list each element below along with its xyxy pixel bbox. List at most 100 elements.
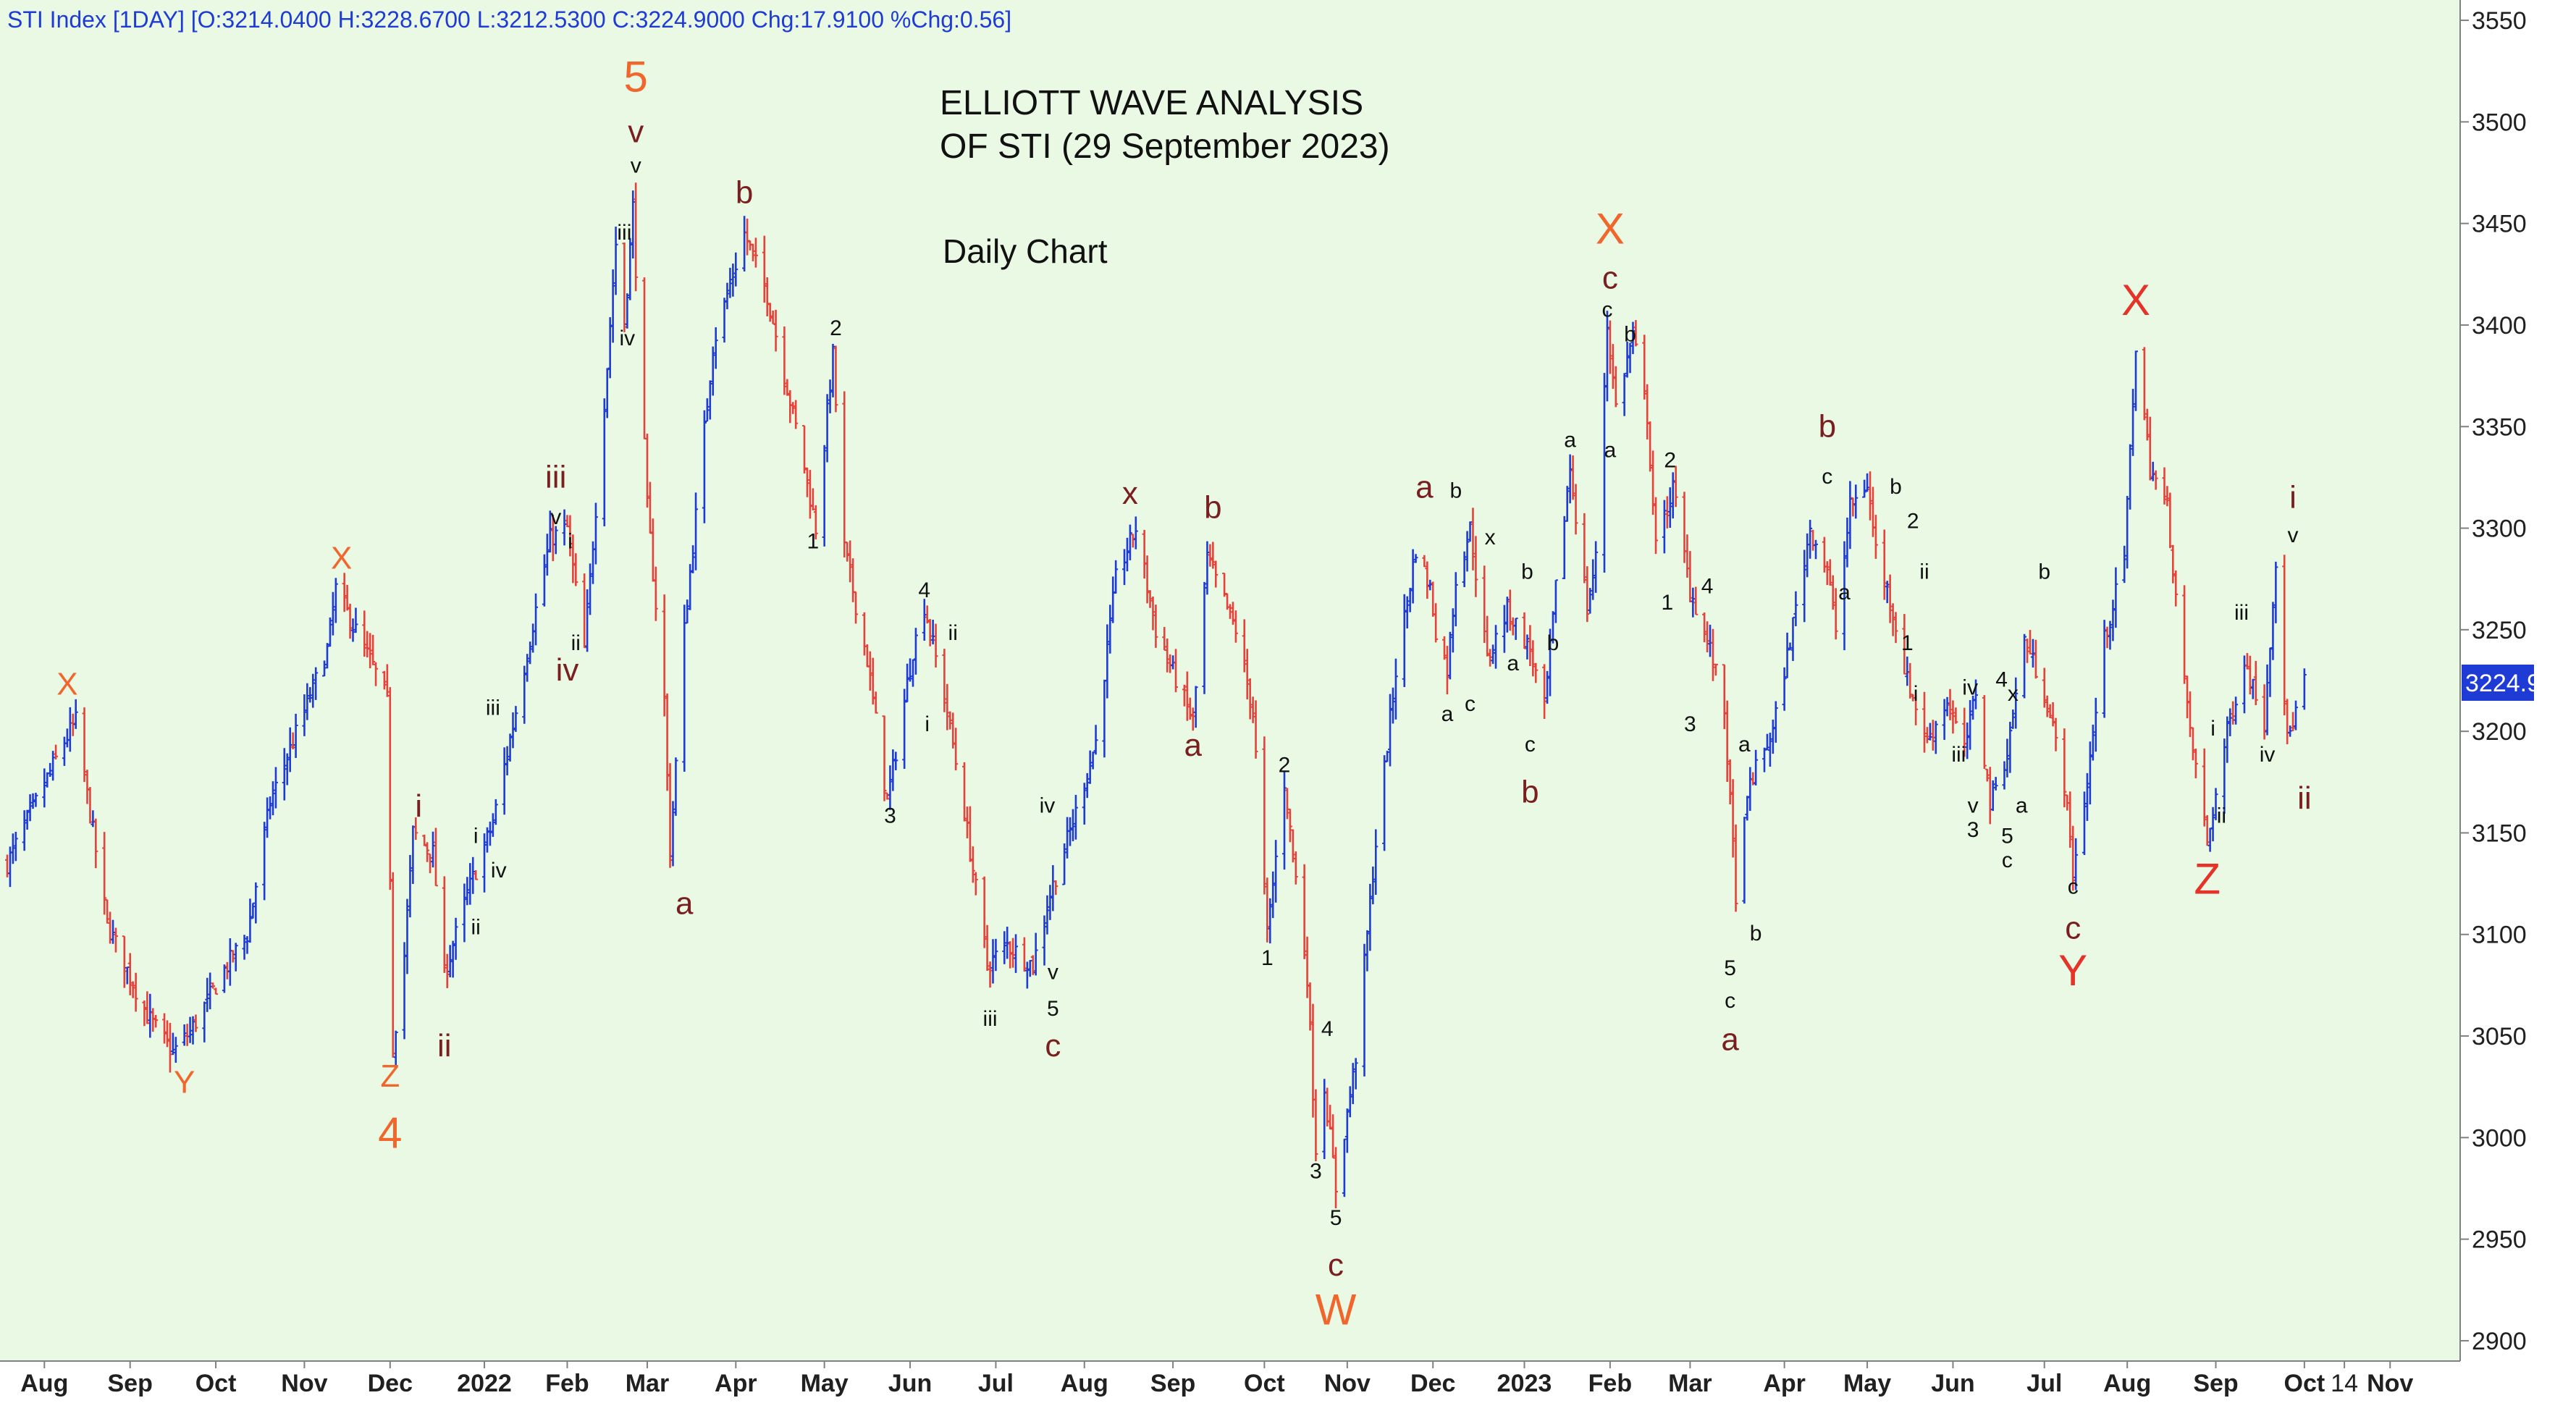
ohlc-bar xyxy=(1262,736,1267,895)
date-tick-label: Dec xyxy=(368,1370,413,1397)
ohlc-bar xyxy=(644,433,649,508)
ohlc-bar xyxy=(525,654,530,682)
ohlc-bar xyxy=(205,977,210,1012)
ohlc-bar xyxy=(707,380,712,420)
ohlc-bar xyxy=(893,751,898,770)
ohlc-bar xyxy=(1742,817,1747,904)
ohlc-bar xyxy=(685,599,690,624)
ohlc-bar xyxy=(613,226,618,295)
ohlc-bar xyxy=(1945,696,1950,717)
ohlc-bar xyxy=(111,919,116,944)
ohlc-bar xyxy=(1444,646,1449,695)
ohlc-bar xyxy=(1153,605,1158,648)
ohlc-bar xyxy=(1468,521,1473,542)
date-tick-label: Apr xyxy=(1763,1370,1806,1397)
ohlc-bar xyxy=(167,1022,172,1073)
wave-label: ii xyxy=(1919,560,1929,584)
date-tick-label: Mar xyxy=(1668,1370,1712,1397)
ohlc-bar xyxy=(1127,524,1132,560)
ohlc-bar xyxy=(1293,851,1298,885)
wave-label: X xyxy=(1596,205,1625,253)
ohlc-bar xyxy=(2071,825,2076,891)
wave-label: a xyxy=(1507,652,1519,675)
ohlc-bar xyxy=(1570,455,1575,500)
ohlc-bar xyxy=(1610,344,1615,389)
ohlc-bar xyxy=(2185,675,2190,719)
ohlc-bar xyxy=(925,605,930,624)
ohlc-bar xyxy=(308,687,313,703)
date-tick-label: May xyxy=(801,1370,849,1397)
ohlc-bar xyxy=(2008,721,2013,773)
ohlc-bar xyxy=(333,578,338,623)
ohlc-bar xyxy=(2244,653,2249,670)
ohlc-bar xyxy=(854,591,859,624)
ohlc-bar xyxy=(422,834,427,846)
ohlc-bar xyxy=(568,515,573,557)
ohlc-bar xyxy=(2093,697,2098,752)
ohlc-bar xyxy=(350,618,355,642)
ohlc-bar xyxy=(1908,662,1913,699)
ohlc-bar xyxy=(822,445,827,547)
ohlc-bar xyxy=(2050,702,2055,727)
ohlc-bar xyxy=(1302,864,1307,959)
ohlc-bar xyxy=(964,806,969,839)
ohlc-bar xyxy=(2062,728,2067,808)
ohlc-bar xyxy=(91,810,96,827)
ohlc-bar xyxy=(151,1008,156,1032)
ohlc-bar xyxy=(534,593,539,646)
ohlc-bar xyxy=(1868,471,1873,521)
ohlc-bar xyxy=(1702,612,1707,643)
ohlc-bar xyxy=(327,617,332,647)
ohlc-bar xyxy=(1573,484,1578,535)
ohlc-bar xyxy=(782,326,787,395)
ohlc-bar xyxy=(1473,536,1478,597)
price-axis: 3550 3500 3450 3400 3350 3300 3250 3200 3150 3100… xyxy=(2460,7,2527,1355)
ohlc-bar xyxy=(1184,671,1190,721)
ohlc-bar xyxy=(271,781,276,816)
ohlc-bar xyxy=(922,599,927,641)
wave-label: ii xyxy=(2217,804,2226,827)
ohlc-bar xyxy=(182,1024,187,1046)
wave-label: 2 xyxy=(1907,510,1919,534)
ohlc-bar xyxy=(1793,591,1798,626)
ohlc-bar xyxy=(582,573,587,649)
ohlc-bar xyxy=(1950,700,1956,734)
wave-label: c xyxy=(2068,875,2079,899)
ohlc-bar xyxy=(704,398,710,422)
ohlc-bar xyxy=(745,218,750,256)
ohlc-bar xyxy=(162,1013,167,1044)
ohlc-bar xyxy=(502,747,507,815)
ohlc-bar xyxy=(2268,646,2273,697)
ohlc-bar xyxy=(1830,575,1835,610)
ohlc-bar xyxy=(1388,694,1393,767)
ohlc-bar xyxy=(825,394,830,463)
ohlc-bar xyxy=(954,728,959,771)
ohlc-bar xyxy=(1425,561,1430,599)
wave-label: 3 xyxy=(884,804,896,827)
wave-label: 2 xyxy=(1279,753,1291,777)
ohlc-bar xyxy=(1588,588,1593,614)
wave-label: 4 xyxy=(378,1108,402,1157)
ohlc-bar xyxy=(2262,684,2267,740)
ohlc-bar xyxy=(413,817,418,841)
ohlc-bar xyxy=(2042,667,2047,708)
wave-label: a xyxy=(1604,438,1617,462)
ohlc-bar xyxy=(1108,605,1113,654)
date-tick-label: May xyxy=(1843,1370,1891,1397)
date-tick-label: Nov xyxy=(2367,1370,2413,1397)
ohlc-bar xyxy=(1491,644,1496,665)
date-tick-label: Aug xyxy=(20,1370,68,1397)
ohlc-bar xyxy=(1567,454,1573,504)
ohlc-bar xyxy=(330,591,335,636)
ohlc-bar xyxy=(1105,624,1110,699)
ohlc-bar xyxy=(1642,334,1647,400)
ohlc-bar xyxy=(190,1016,195,1045)
ohlc-bar xyxy=(2225,716,2230,763)
wave-label: b xyxy=(2038,560,2050,584)
ohlc-bar xyxy=(1045,895,1050,935)
ohlc-bar xyxy=(1182,684,1187,707)
wave-label: b xyxy=(1521,774,1539,809)
ohlc-bar xyxy=(2090,724,2095,761)
